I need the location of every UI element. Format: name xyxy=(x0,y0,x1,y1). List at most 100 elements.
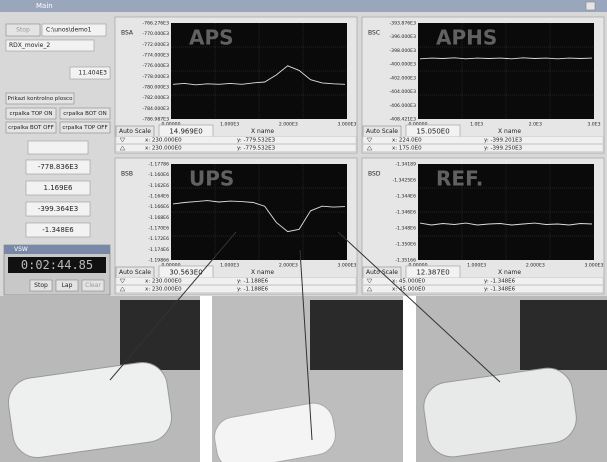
graph-label: BSC xyxy=(368,30,380,37)
y-tick-label: -396.000E3 xyxy=(390,34,417,40)
cursor-value: y: -1.348E6 xyxy=(484,287,516,293)
y-tick-label: -1.348E6 xyxy=(395,226,416,232)
cursor-value: x: 45.000E0 xyxy=(392,279,426,285)
cursor-value: y: -399.250E3 xyxy=(484,146,523,152)
x-name: X name xyxy=(498,128,521,135)
stopwatch-time: 0:02:44.85 xyxy=(21,258,93,272)
cursor-value: y: -779.532E3 xyxy=(237,146,276,152)
screen: Main Stop C:\unos\demo1 RDX_movie_2 11.4… xyxy=(0,0,607,462)
stopwatch-button-label: Lap xyxy=(62,282,73,289)
y-tick-label: -1.166E6 xyxy=(148,204,169,210)
y-tick-label: -772.000E3 xyxy=(143,42,170,48)
close-button[interactable] xyxy=(586,2,595,10)
bot-off: crpalka BOT OFF xyxy=(8,125,54,131)
y-tick-label: -1.170E6 xyxy=(148,226,169,232)
x-name: X name xyxy=(251,128,274,135)
y-tick-label: -1.350E6 xyxy=(395,242,416,248)
cursor-value: y: -1.348E6 xyxy=(484,279,516,285)
x-tick-label: 2.000E3 xyxy=(279,263,298,269)
stopwatch-button-label: Stop xyxy=(34,282,48,289)
y-tick-label: -1.162E6 xyxy=(148,183,169,189)
count: 11.404E3 xyxy=(78,70,107,77)
y-tick-label: -1.3425E6 xyxy=(392,178,416,184)
show-panel: Prikazi kontrolno plosco xyxy=(8,96,74,102)
y-tick-label: -1.172E6 xyxy=(148,236,169,242)
overlay-title: APHS xyxy=(436,26,497,50)
cursor-value: x: 45.000E0 xyxy=(392,287,426,293)
y-tick-label: -1.344E6 xyxy=(395,194,416,200)
y-tick-label: -1.174E6 xyxy=(148,247,169,253)
device-2 xyxy=(310,300,403,370)
cursor-value: y: -779.532E3 xyxy=(237,138,276,144)
cursor-value: x: 224.0E0 xyxy=(392,138,422,144)
x-tick-label: 1.000E3 xyxy=(220,263,239,269)
x-tick-label: 3.000E3 xyxy=(338,122,357,128)
auto-scale: Auto Scale xyxy=(119,128,151,135)
readout: -778.836E3 xyxy=(38,163,78,171)
readout: 12.387E0 xyxy=(416,269,449,277)
y-tick-label: -393.876E3 xyxy=(390,21,417,27)
overlay-title: APS xyxy=(189,26,234,50)
graph-label: BSB xyxy=(121,171,133,178)
y-tick-label: -1.346E6 xyxy=(395,210,416,216)
device-3 xyxy=(520,300,607,370)
y-tick-label: -784.000E3 xyxy=(143,106,170,112)
y-tick-label: -404.000E3 xyxy=(390,89,417,95)
y-tick-label: -398.000E3 xyxy=(390,48,417,54)
cursor-value: y: -1.188E6 xyxy=(237,279,269,285)
y-tick-label: -780.000E3 xyxy=(143,85,170,91)
cursor-value: x: 230.000E0 xyxy=(145,138,182,144)
path: C:\unos\demo1 xyxy=(46,27,92,34)
graph-label: BSD xyxy=(368,171,381,178)
cursor-value: x: 175.0E0 xyxy=(392,146,422,152)
readout: 30.563E0 xyxy=(169,269,202,277)
device-1 xyxy=(120,300,200,370)
overlay-title: REF. xyxy=(436,167,483,191)
title-bar xyxy=(0,0,607,12)
stop-label: Stop xyxy=(16,27,30,34)
x-tick-label: 2.000E3 xyxy=(279,122,298,128)
auto-scale: Auto Scale xyxy=(119,269,151,276)
cursor-value: x: 230.000E0 xyxy=(145,146,182,152)
y-tick-label: -766.276E3 xyxy=(143,21,170,27)
top-off: crpalka TOP OFF xyxy=(62,125,107,131)
cursor-value: y: -1.188E6 xyxy=(237,287,269,293)
readout: -1.348E6 xyxy=(42,226,74,234)
x-tick-label: 1.000E3 xyxy=(220,122,239,128)
cursor-value: x: 230.000E0 xyxy=(145,279,182,285)
x-tick-label: 1.0E3 xyxy=(470,122,483,128)
x-tick-label: 2.0E3 xyxy=(529,122,542,128)
x-tick-label: 3.000E3 xyxy=(585,263,604,269)
graph-label: BSA xyxy=(121,30,134,37)
y-tick-label: -1.160E6 xyxy=(148,172,169,178)
cursor-value: x: 230.000E0 xyxy=(145,287,182,293)
window-title: Main xyxy=(36,2,53,10)
x-tick-label: 1.000E3 xyxy=(467,263,486,269)
top-on: crpalka TOP ON xyxy=(9,111,52,117)
y-tick-label: -1.34189 xyxy=(395,162,416,168)
auto-scale: Auto Scale xyxy=(366,128,398,135)
stopwatch-button-label: Clear xyxy=(85,282,101,289)
x-tick-label: 2.000E3 xyxy=(526,263,545,269)
x-name: X name xyxy=(251,269,274,276)
y-tick-label: -770.000E3 xyxy=(143,31,170,37)
readout: 14.969E0 xyxy=(169,128,202,136)
y-tick-label: -1.164E6 xyxy=(148,194,169,200)
bot-on: crpalka BOT ON xyxy=(63,111,106,117)
y-tick-label: -402.000E3 xyxy=(390,75,417,81)
y-tick-label: -776.000E3 xyxy=(143,63,170,69)
x-name: X name xyxy=(498,269,521,276)
x-tick-label: 3.0E3 xyxy=(587,122,600,128)
readout: 1.169E6 xyxy=(44,184,73,192)
stopwatch-title: VSW xyxy=(14,246,28,253)
cursor-value: y: -399.201E3 xyxy=(484,138,523,144)
y-tick-label: -778.000E3 xyxy=(143,74,170,80)
file: RDX_movie_2 xyxy=(9,42,50,49)
y-tick-label: -782.000E3 xyxy=(143,95,170,101)
y-tick-label: -774.000E3 xyxy=(143,53,170,59)
y-tick-label: -406.000E3 xyxy=(390,103,417,109)
readout: 15.050E0 xyxy=(416,128,449,136)
overlay-title: UPS xyxy=(189,167,234,191)
empty-field xyxy=(28,141,88,154)
y-tick-label: -400.000E3 xyxy=(390,62,417,68)
